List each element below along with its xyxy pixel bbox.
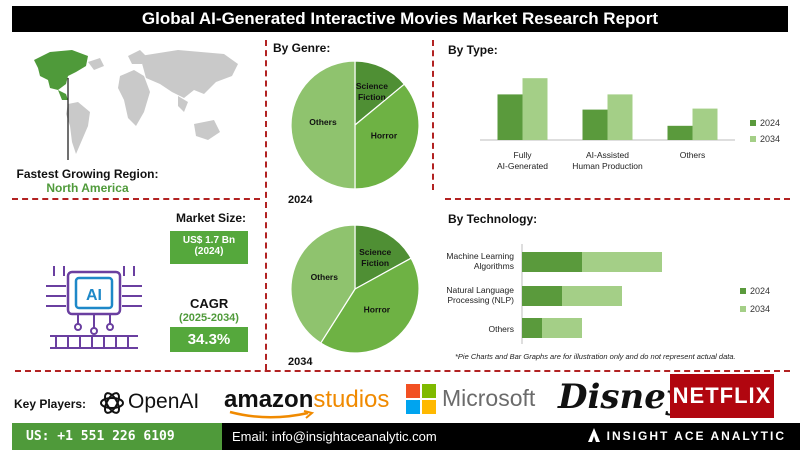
type-bar-2034-0 <box>522 78 548 140</box>
genre-pie-2024-year: 2024 <box>288 194 313 206</box>
illustration-note: *Pie Charts and Bar Graphs are for illus… <box>455 352 736 361</box>
cagr-period: (2025-2034) <box>179 312 239 324</box>
tech-legend-swatch-2034 <box>740 306 746 312</box>
tech-bar-2024-0 <box>522 252 582 272</box>
pie-label-horror: Horror <box>364 304 391 314</box>
amazon-smile-icon <box>229 410 315 419</box>
genre-pie-2024: Science Fiction Horror Others <box>290 60 420 190</box>
netflix-logo-text: NETFLIX <box>672 383 772 408</box>
tech-bar-2034-0 <box>582 252 662 272</box>
genre-pie-2034-year: 2034 <box>288 356 313 368</box>
fastest-region-value: North America <box>46 181 129 195</box>
market-size-box: US$ 1.7 Bn (2024) <box>170 231 248 264</box>
type-bar-2034-1 <box>607 94 633 140</box>
tech-legend-swatch-2024 <box>740 288 746 294</box>
tech-legend-label-2034: 2034 <box>750 304 770 314</box>
footer-bar: Email: info@insightaceanalytic.com INSIG… <box>222 423 800 450</box>
openai-logo-icon <box>100 392 124 414</box>
tech-category-label: Machine Learning Algorithms <box>446 251 514 271</box>
footer-email[interactable]: Email: info@insightaceanalytic.com <box>232 429 437 444</box>
pie-label-others: Others <box>309 117 337 127</box>
tech-category-label: Others <box>488 324 514 334</box>
cagr-label: CAGR <box>190 296 229 311</box>
openai-logo-text: OpenAI <box>128 390 200 413</box>
divider-bottom <box>15 370 790 372</box>
divider-left <box>265 40 267 370</box>
insight-ace-logo-icon <box>587 428 600 442</box>
market-size-value: US$ 1.7 Bn <box>182 235 236 246</box>
world-map-icon <box>34 50 238 160</box>
footer-brand: INSIGHT ACE ANALYTIC <box>587 423 786 450</box>
microsoft-logo-text: Microsoft <box>442 385 536 411</box>
pie-label-science-fiction: Science Fiction <box>359 247 391 268</box>
market-size-year: (2024) <box>194 246 224 257</box>
amazon-word: amazon <box>224 386 314 413</box>
tech-bar-2024-1 <box>522 286 562 306</box>
key-players-label: Key Players: <box>14 397 87 411</box>
type-category-label: Others <box>680 150 706 160</box>
studios-word: studios <box>313 386 390 413</box>
amazon-studios-logo: amazonstudios <box>224 386 389 414</box>
disney-logo: Disney <box>558 377 686 417</box>
pie-slice-science-fiction <box>354 224 412 291</box>
cagr-value: 34.3% <box>170 327 248 352</box>
microsoft-logo-icon <box>406 384 436 414</box>
report-title: Global AI-Generated Interactive Movies M… <box>12 6 788 32</box>
pie-label-horror: Horror <box>371 131 398 141</box>
type-legend-swatch-2034 <box>750 136 756 142</box>
type-bar-2024-2 <box>667 125 693 140</box>
pie-slice-others <box>290 224 356 344</box>
pie-slice-science-fiction <box>354 60 406 127</box>
type-bar-2034-2 <box>692 108 718 140</box>
footer-phone: US: +1 551 226 6109 <box>12 423 222 450</box>
type-legend-label-2034: 2034 <box>760 134 780 144</box>
type-title: By Type: <box>448 43 498 57</box>
tech-title: By Technology: <box>448 212 538 226</box>
netflix-logo: NETFLIX <box>670 374 774 418</box>
pie-label-others: Others <box>311 272 339 282</box>
tech-bar-2024-2 <box>522 318 542 338</box>
pie-slice-horror <box>354 83 420 190</box>
market-size-label: Market Size: <box>176 211 247 225</box>
type-bar-2024-1 <box>582 109 608 140</box>
svg-text:AI: AI <box>86 287 102 304</box>
pie-slice-others <box>290 60 356 190</box>
genre-title: By Genre: <box>273 41 331 55</box>
tech-bar-2034-1 <box>562 286 622 306</box>
pie-label-science-fiction: Science Fiction <box>356 81 388 102</box>
divider-left-horizontal <box>12 198 260 200</box>
genre-pie-2034: Science Fiction Horror Others <box>290 224 420 354</box>
fastest-region-label: Fastest Growing Region: <box>16 167 159 181</box>
divider-middle <box>432 40 434 190</box>
tech-category-label: Natural Language Processing (NLP) <box>446 285 514 305</box>
tech-legend-label-2024: 2024 <box>750 286 770 296</box>
divider-right-horizontal <box>445 198 790 200</box>
type-category-label: AI-Assisted Human Production <box>572 150 643 171</box>
type-legend-swatch-2024 <box>750 120 756 126</box>
ai-chip-icon: AI <box>46 266 142 349</box>
tech-bar-2034-2 <box>542 318 582 338</box>
type-category-label: Fully AI-Generated <box>497 150 548 171</box>
tech-bar-chart: Machine Learning Algorithms Natural Langua… <box>446 244 770 344</box>
type-bar-chart: Fully AI-Generated AI-Assisted Human Produc… <box>480 78 780 171</box>
type-legend-label-2024: 2024 <box>760 118 780 128</box>
pie-slice-horror <box>319 257 420 354</box>
type-bar-2024-0 <box>497 94 523 140</box>
footer-brand-text: INSIGHT ACE ANALYTIC <box>606 429 786 443</box>
